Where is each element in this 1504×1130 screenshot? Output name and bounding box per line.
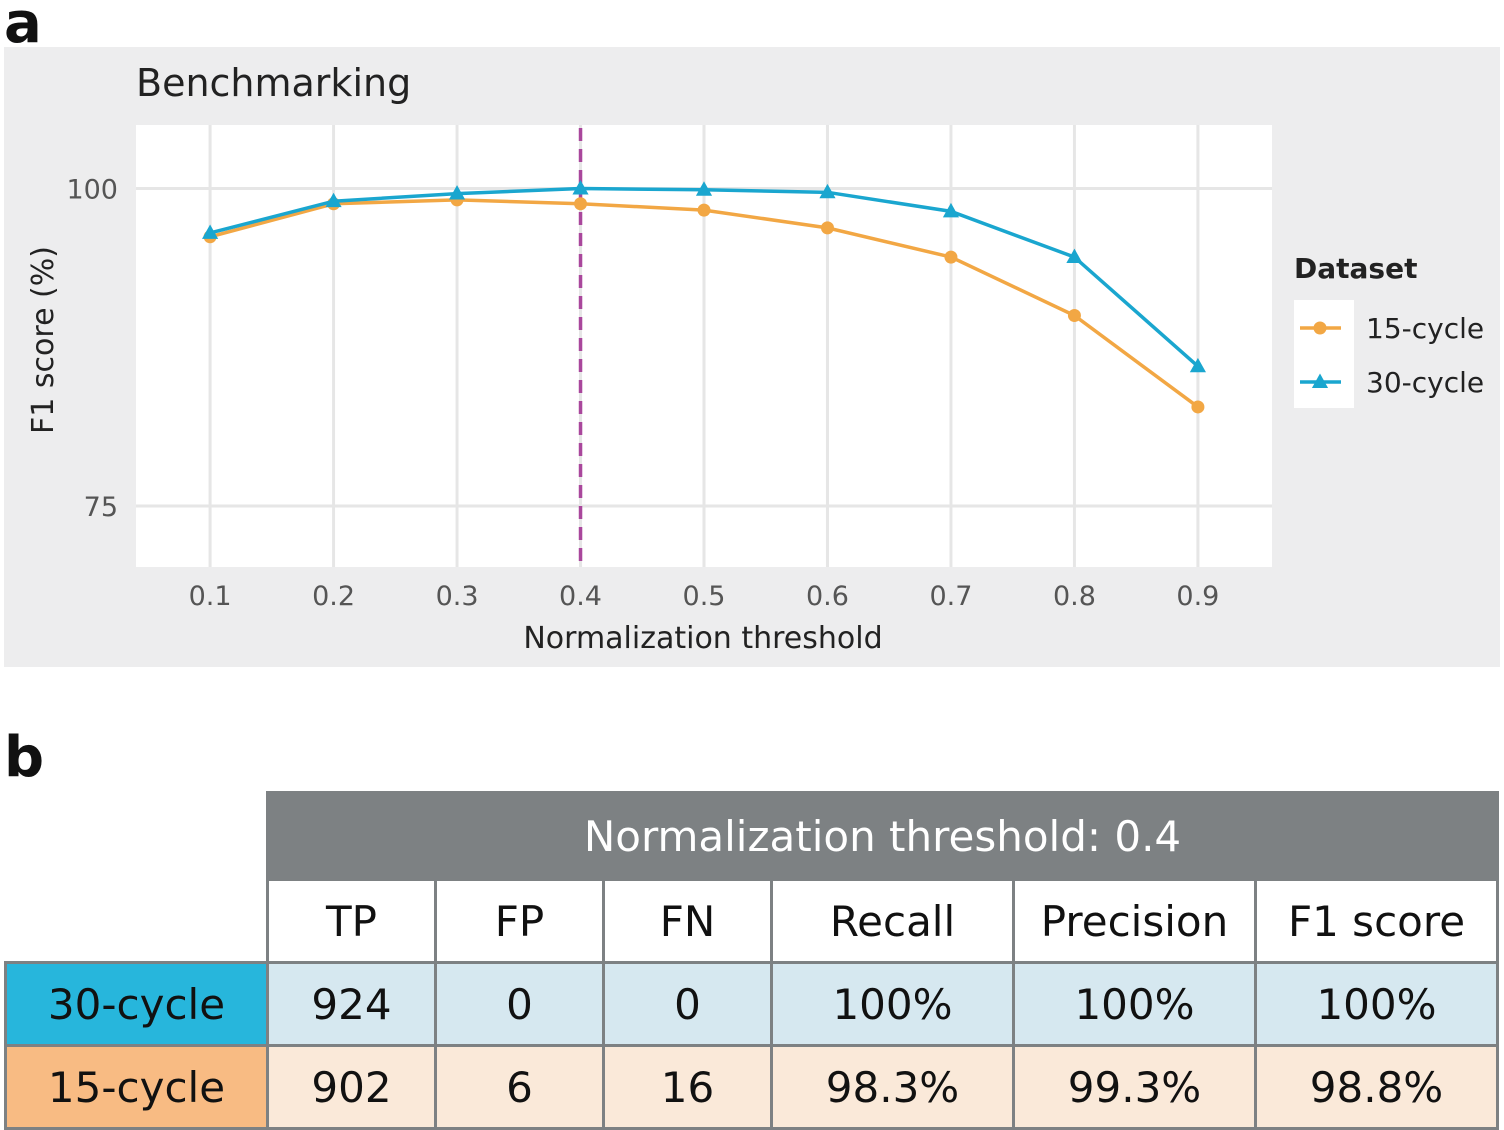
x-tick-label: 0.8 (1053, 581, 1096, 612)
row-label-30-cycle: 30-cycle (4, 961, 269, 1047)
legend-label: 30-cycle (1366, 366, 1484, 399)
chart-title: Benchmarking (136, 61, 411, 105)
series-group (202, 180, 1206, 414)
y-axis-label: F1 score (%) (26, 246, 61, 434)
data-point (572, 180, 589, 195)
x-tick-label: 0.5 (683, 581, 726, 612)
x-tick-label: 0.7 (929, 581, 972, 612)
data-point (697, 203, 711, 217)
data-point (944, 250, 958, 264)
cell-15-f1: 98.8% (1254, 1044, 1499, 1130)
data-point (1067, 309, 1081, 323)
x-tick-label: 0.4 (559, 581, 602, 612)
panel-a-label: a (4, 0, 42, 56)
column-header-f1: F1 score (1254, 878, 1499, 964)
results-table: Normalization threshold: 0.4 TP FP FN Re… (4, 791, 1499, 1130)
y-axis-ticks: 75 100 (66, 175, 118, 524)
data-point (1191, 400, 1205, 414)
legend-title: Dataset (1294, 252, 1417, 285)
column-header-tp: TP (266, 878, 437, 964)
cell-15-fp: 6 (434, 1044, 605, 1130)
column-header-fp: FP (434, 878, 605, 964)
data-point (1189, 357, 1206, 373)
x-tick-label: 0.9 (1176, 581, 1219, 612)
data-point (819, 183, 836, 199)
data-point (695, 181, 713, 196)
cell-30-f1: 100% (1254, 961, 1499, 1047)
x-tick-label: 0.6 (806, 581, 849, 612)
table-corner (5, 792, 268, 963)
cell-15-fn: 16 (602, 1044, 773, 1130)
column-header-recall: Recall (770, 878, 1015, 964)
legend-label: 15-cycle (1366, 312, 1484, 345)
cell-30-recall: 100% (770, 961, 1015, 1047)
cell-15-tp: 902 (266, 1044, 437, 1130)
cell-30-fp: 0 (434, 961, 605, 1047)
data-point (325, 192, 342, 208)
data-point (448, 185, 466, 200)
x-tick-label: 0.1 (189, 581, 232, 612)
y-tick-label: 100 (66, 175, 118, 206)
data-point (1066, 248, 1083, 264)
x-tick-label: 0.2 (312, 581, 355, 612)
cell-15-recall: 98.3% (770, 1044, 1015, 1130)
legend: Dataset 15-cycle 30-cycle (1294, 252, 1484, 408)
cell-15-precision: 99.3% (1012, 1044, 1257, 1130)
column-header-precision: Precision (1012, 878, 1257, 964)
x-axis-label: Normalization threshold (523, 621, 882, 656)
legend-key-box (1294, 300, 1354, 408)
x-axis-ticks: 0.1 0.2 0.3 0.4 0.5 0.6 0.7 0.8 0.9 (189, 581, 1220, 612)
data-point (820, 221, 834, 235)
cell-30-fn: 0 (602, 961, 773, 1047)
benchmark-chart: Benchmarking 75 100 0.1 0.2 0.3 0.4 0.5 0.6 0.7… (4, 47, 1500, 667)
column-header-fn: FN (602, 878, 773, 964)
cell-30-precision: 100% (1012, 961, 1257, 1047)
panel-b-label: b (4, 725, 45, 790)
table-row-30-cycle: 30-cycle 924 0 0 100% 100% 100% (4, 961, 1499, 1047)
data-point (942, 202, 960, 218)
cell-30-tp: 924 (266, 961, 437, 1047)
data-point (202, 224, 219, 239)
data-point (574, 197, 588, 211)
y-tick-label: 75 (84, 492, 118, 523)
legend-marker (1313, 321, 1327, 335)
legend-marker (1311, 373, 1329, 388)
table-row-15-cycle: 15-cycle 902 6 16 98.3% 99.3% 98.8% (4, 1044, 1499, 1130)
row-label-15-cycle: 15-cycle (4, 1044, 269, 1130)
table-title: Normalization threshold: 0.4 (266, 791, 1499, 881)
x-tick-label: 0.3 (436, 581, 479, 612)
